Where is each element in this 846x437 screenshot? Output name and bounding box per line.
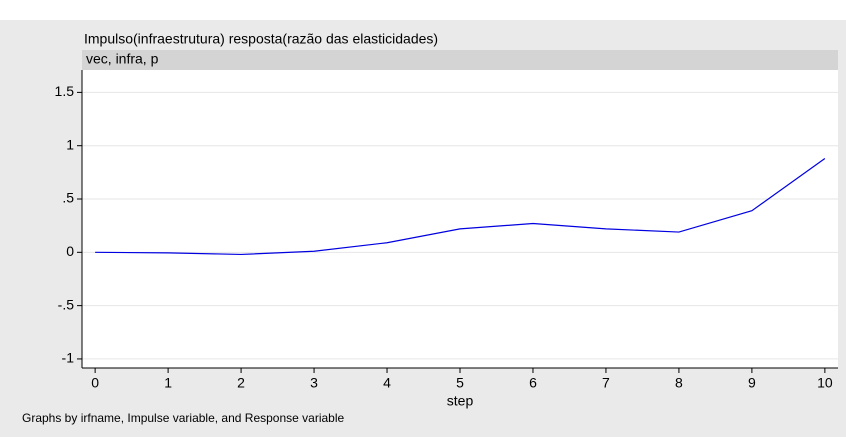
- x-tick-label: 2: [237, 375, 245, 391]
- plot-area: [82, 70, 838, 368]
- x-tick-label: 5: [456, 375, 464, 391]
- y-tick-label: 1.5: [55, 83, 75, 99]
- y-tick-label: -.5: [58, 296, 75, 312]
- x-tick-label: 0: [91, 375, 99, 391]
- x-tick-label: 3: [310, 375, 318, 391]
- note: Graphs by irfname, Impulse variable, and…: [22, 411, 344, 425]
- x-tick-label: 4: [383, 375, 391, 391]
- strip: [82, 50, 838, 70]
- x-tick-label: 8: [675, 375, 683, 391]
- x-tick-label: 10: [817, 375, 833, 391]
- x-tick-label: 9: [748, 375, 756, 391]
- y-tick-label: 1: [66, 136, 74, 152]
- y-tick-label: 0: [66, 243, 74, 259]
- x-axis-label: step: [447, 393, 474, 409]
- header: Impulso(infraestrutura) resposta(razão d…: [84, 31, 438, 47]
- strip-label: vec, infra, p: [86, 51, 159, 67]
- series-line: [95, 158, 826, 256]
- x-tick-label: 6: [529, 375, 537, 391]
- x-tick-label: 1: [164, 375, 172, 391]
- y-tick-label: .5: [62, 190, 74, 206]
- y-tick-label: -1: [62, 350, 75, 366]
- x-tick-label: 7: [602, 375, 610, 391]
